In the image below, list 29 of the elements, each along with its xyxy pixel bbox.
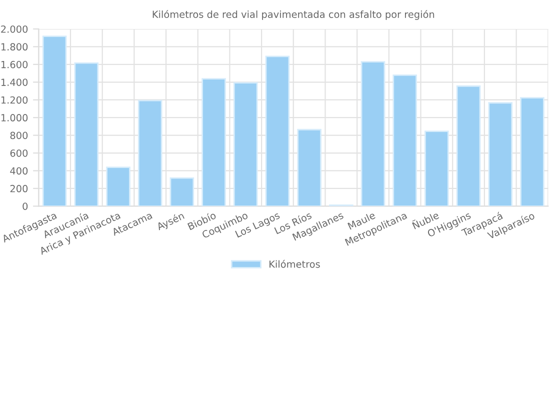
y-tick-label: 1.800: [1, 43, 28, 51]
bar: [233, 82, 258, 206]
y-tick-label: 600: [10, 149, 28, 157]
y-tick-label: 1.400: [1, 78, 28, 86]
y-tick-label: 400: [10, 167, 28, 175]
x-tick-label: Aysén: [156, 211, 186, 232]
bar: [297, 128, 322, 206]
chart-title: Kilómetros de red vial pavimentada con asfalto por región: [152, 10, 434, 20]
bar: [392, 74, 417, 206]
bar: [456, 85, 481, 206]
y-tick-label: 1.600: [1, 60, 28, 68]
y-tick-label: 1.200: [1, 96, 28, 104]
y-tick-label: 0: [22, 202, 28, 210]
y-tick-label: 2.000: [1, 25, 28, 33]
bar: [424, 130, 449, 206]
bar: [42, 36, 67, 206]
bar: [202, 78, 226, 206]
y-tick-label: 200: [10, 184, 28, 192]
bar: [170, 177, 194, 206]
bar: [74, 62, 99, 206]
bar: [520, 97, 544, 206]
legend-label: Kilómetros: [270, 260, 320, 268]
y-tick-label: 800: [10, 132, 28, 140]
bar: [360, 61, 386, 206]
bar: [138, 100, 162, 206]
bar: [106, 166, 130, 206]
bar: [488, 102, 513, 206]
y-tick-label: 1.000: [1, 114, 28, 122]
bar: [265, 56, 290, 206]
